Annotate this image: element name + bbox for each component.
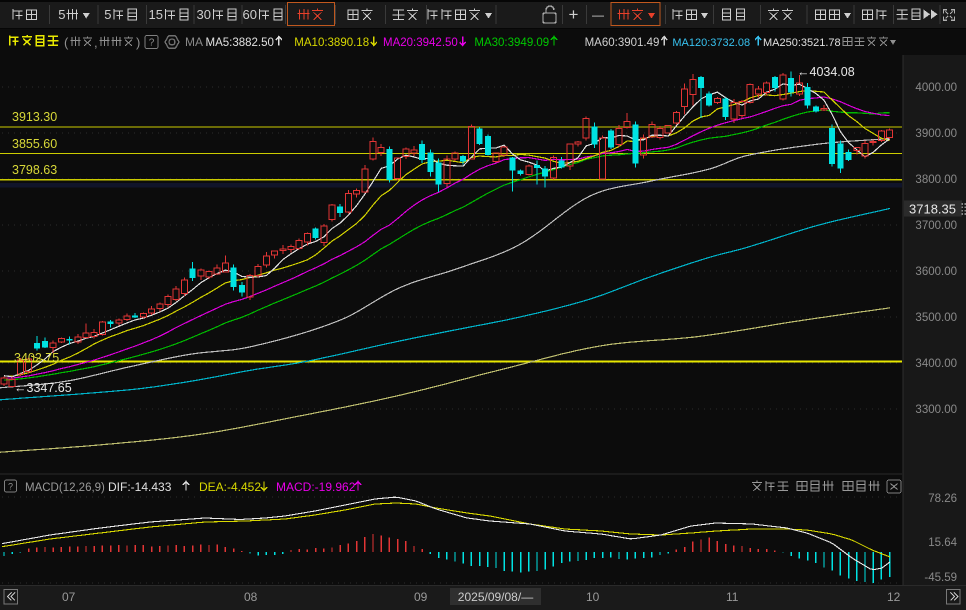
- svg-text:3900.00: 3900.00: [915, 128, 957, 140]
- svg-text:—: —: [592, 8, 604, 22]
- svg-text:,: ,: [94, 35, 98, 50]
- svg-text:MA20:3942.50: MA20:3942.50: [383, 37, 458, 49]
- svg-text:): ): [136, 35, 140, 50]
- svg-text:MA250:3521.78: MA250:3521.78: [763, 37, 841, 49]
- svg-text:DIF:-14.433: DIF:-14.433: [108, 480, 172, 494]
- svg-text:10: 10: [586, 590, 600, 604]
- svg-text:MA10:3890.18: MA10:3890.18: [294, 37, 369, 49]
- svg-text:08: 08: [244, 590, 258, 604]
- svg-text:2025/09/08/—: 2025/09/08/—: [458, 590, 533, 604]
- svg-text:3798.63: 3798.63: [12, 163, 57, 177]
- svg-text:MA5:3882.50: MA5:3882.50: [206, 37, 274, 49]
- svg-text:07: 07: [62, 590, 76, 604]
- svg-text:11: 11: [726, 590, 739, 604]
- svg-text:-45.59: -45.59: [924, 572, 957, 584]
- svg-text:MA60:3901.49: MA60:3901.49: [585, 37, 660, 49]
- svg-text:MA30:3949.09: MA30:3949.09: [474, 37, 549, 49]
- svg-text:?: ?: [8, 482, 13, 492]
- svg-text:(: (: [64, 35, 69, 50]
- svg-text:?: ?: [149, 38, 155, 49]
- svg-text:←3347.65: ←3347.65: [14, 381, 72, 395]
- svg-text:5: 5: [104, 7, 111, 22]
- svg-text:5: 5: [58, 7, 65, 22]
- svg-text:3400.00: 3400.00: [915, 358, 957, 370]
- svg-text:3913.30: 3913.30: [12, 110, 57, 124]
- svg-text:3300.00: 3300.00: [915, 404, 957, 416]
- svg-text:MA: MA: [185, 35, 203, 49]
- svg-text:3500.00: 3500.00: [915, 312, 957, 324]
- svg-text:MACD(12,26,9): MACD(12,26,9): [25, 482, 105, 494]
- svg-text:09: 09: [414, 590, 428, 604]
- svg-text:3855.60: 3855.60: [12, 137, 57, 151]
- svg-text:MA120:3732.08: MA120:3732.08: [672, 37, 750, 49]
- svg-text:3700.00: 3700.00: [915, 220, 957, 232]
- svg-text:3600.00: 3600.00: [915, 266, 957, 278]
- svg-text:78.26: 78.26: [928, 493, 957, 505]
- svg-text:←4034.08: ←4034.08: [797, 65, 855, 79]
- svg-text:MACD:-19.962: MACD:-19.962: [276, 480, 356, 494]
- svg-text:3800.00: 3800.00: [915, 174, 957, 186]
- svg-text:3718.35: 3718.35: [909, 202, 956, 217]
- svg-text:12: 12: [887, 590, 901, 604]
- svg-text:DEA:-4.452: DEA:-4.452: [199, 480, 261, 494]
- svg-text:30: 30: [197, 7, 211, 22]
- svg-text:15.64: 15.64: [928, 537, 957, 549]
- svg-text:+: +: [569, 5, 579, 24]
- svg-text:4000.00: 4000.00: [915, 82, 957, 94]
- svg-text:60: 60: [243, 7, 257, 22]
- svg-text:15: 15: [149, 7, 163, 22]
